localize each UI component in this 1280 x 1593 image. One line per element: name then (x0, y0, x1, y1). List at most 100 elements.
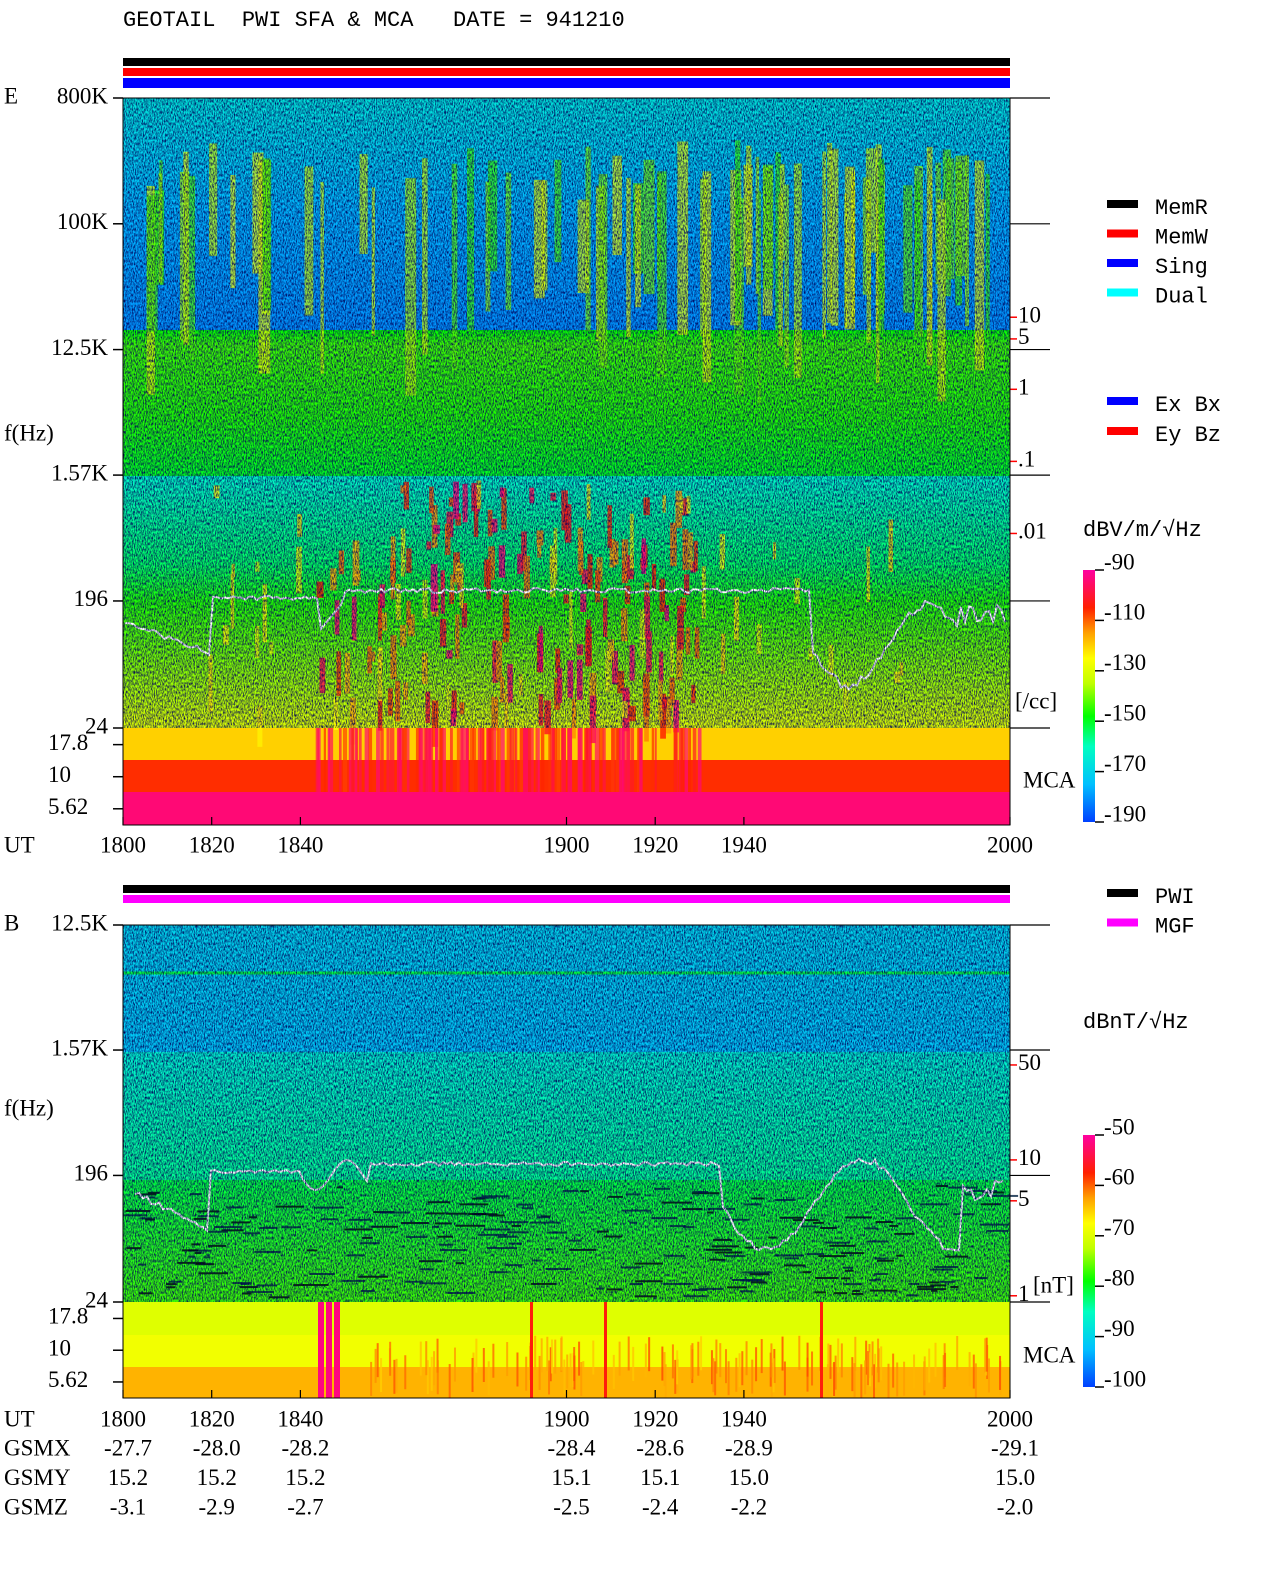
mca-streak (781, 1336, 784, 1371)
mca-streak (851, 1357, 854, 1392)
mca-streak (515, 728, 518, 792)
mca-streak (618, 1341, 621, 1376)
mca-streak (448, 1364, 451, 1399)
orbit-value: -2.7 (287, 1494, 323, 1519)
mca-streak (419, 1341, 422, 1376)
orbit-value: 15.2 (108, 1465, 148, 1490)
plot-frame (122, 97, 1011, 826)
legend-label: MemW (1155, 225, 1209, 250)
mca-streak (380, 1358, 383, 1393)
mca-streak (661, 1346, 664, 1381)
mca-streak (725, 1349, 728, 1384)
y-tick-label: 12.5K (51, 910, 108, 935)
mca-streak (874, 1353, 877, 1388)
y-tick-label: 800K (57, 83, 109, 108)
mca-streak (594, 728, 600, 792)
orbit-value: -29.1 (991, 1435, 1039, 1460)
mca-streak (663, 1352, 666, 1387)
y-tick-label: 196 (74, 1161, 109, 1186)
orbit-value: -3.1 (110, 1494, 146, 1519)
colorbar-tick-label: -60 (1104, 1165, 1135, 1190)
y2-tick-label: .01 (1018, 519, 1047, 544)
legend-label: PWI (1155, 885, 1195, 910)
mca-streak (351, 728, 355, 792)
mca-streak (735, 1357, 738, 1392)
mca-streak (442, 728, 446, 792)
mca-streak (877, 1338, 880, 1373)
mca-streak (896, 1362, 899, 1397)
x-tick-label: 1800 (100, 832, 146, 857)
legend-label: Ex Bx (1155, 393, 1221, 418)
mca-streak (829, 1344, 832, 1379)
legend-label: Dual (1155, 284, 1208, 309)
mca-streak (477, 728, 482, 792)
mca-streak (985, 1337, 988, 1372)
mca-tick-label: 17.8 (48, 1304, 88, 1329)
mca-streak (865, 1340, 868, 1375)
mca-streak (864, 1360, 867, 1395)
orbit-value: 15.2 (197, 1465, 237, 1490)
mca-streak (493, 728, 497, 792)
mca-streak (611, 728, 615, 792)
status-bar (123, 885, 1010, 893)
mca-streak (654, 728, 657, 792)
mca-streak (380, 728, 384, 792)
y-tick-label: 196 (74, 586, 109, 611)
mca-streak (622, 728, 626, 792)
orbit-row-label: GSMZ (4, 1494, 68, 1519)
mca-streak (415, 728, 421, 792)
mca-streak (710, 1350, 713, 1385)
mca-streak (376, 728, 380, 792)
mca-streak (425, 1341, 428, 1376)
mca-streak (540, 728, 545, 792)
colorbar-tick-label: -80 (1104, 1265, 1135, 1290)
mca-streak (469, 728, 475, 792)
mca-streak (323, 728, 326, 792)
mca-streak (551, 728, 555, 792)
mca-streak (354, 728, 358, 792)
x-tick-label: 1940 (721, 832, 767, 857)
x-axis-label: UT (4, 1406, 35, 1431)
mca-streak (690, 1345, 693, 1380)
mca-streak (566, 1354, 569, 1389)
mca-streak (719, 1343, 722, 1378)
mca-streak (853, 1363, 856, 1398)
x-tick-label: 1920 (632, 1406, 678, 1431)
mca-streak (492, 1343, 495, 1378)
mca-streak (519, 728, 524, 792)
x-tick-label: 1820 (189, 1406, 235, 1431)
mca-streak (538, 1355, 541, 1390)
mca-streak (577, 728, 582, 792)
mca-streak (404, 1355, 407, 1390)
mca-streak (549, 1347, 552, 1382)
mca-streak (530, 728, 534, 792)
mca-streak (402, 728, 408, 792)
figure-title: GEOTAIL PWI SFA & MCA DATE = 941210 (123, 8, 625, 33)
y2-axis-label: [nT] (1033, 1272, 1074, 1297)
mca-streak (540, 1338, 543, 1373)
y2-tick-label: 5 (1018, 1186, 1030, 1211)
mca-streak (395, 1358, 398, 1393)
mca-streak (715, 1339, 718, 1374)
mca-streak (506, 1342, 509, 1377)
mca-streak (561, 728, 566, 792)
mca-streak (770, 1343, 773, 1378)
mca-streak (426, 1360, 429, 1395)
legend-swatch (1107, 889, 1138, 897)
mca-streak (582, 1361, 585, 1396)
mca-band (123, 760, 1010, 792)
legend-swatch (1107, 200, 1138, 208)
mca-streak (586, 728, 590, 792)
mca-streak (684, 728, 689, 792)
orbit-value: -2.9 (198, 1494, 234, 1519)
mca-streak (671, 1344, 674, 1379)
mca-streak (615, 728, 620, 792)
mca-streak (697, 728, 702, 792)
mca-streak (393, 1359, 396, 1394)
mca-streak (984, 1338, 987, 1373)
orbit-value: -28.9 (725, 1435, 773, 1460)
panel-label: B (4, 910, 19, 935)
legend-label: Sing (1155, 255, 1208, 280)
y2-tick-label: 1 (1018, 375, 1030, 400)
